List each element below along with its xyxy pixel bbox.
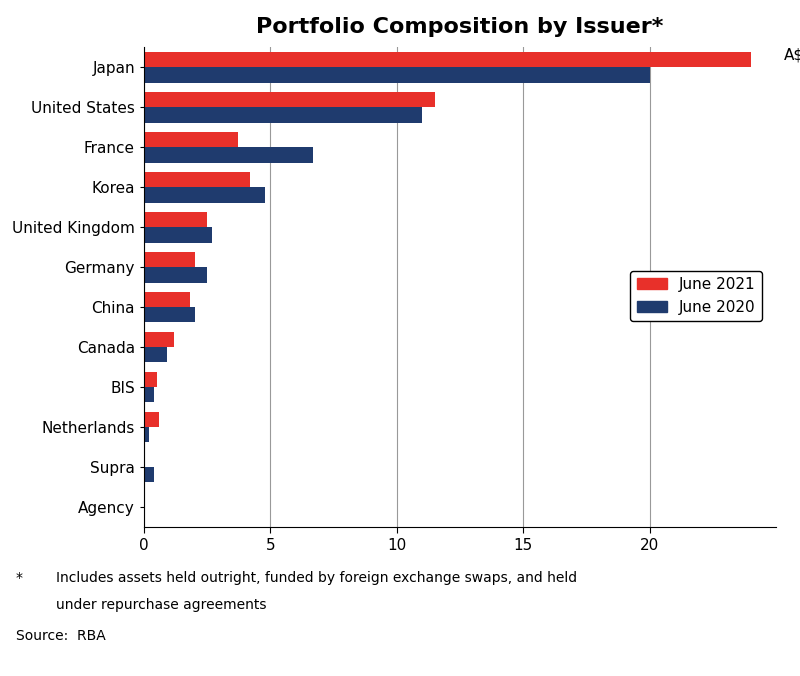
Bar — [144, 172, 250, 187]
Bar — [144, 387, 154, 402]
Bar — [144, 68, 650, 82]
Bar — [144, 267, 207, 283]
Bar — [144, 427, 149, 443]
Bar — [144, 147, 314, 162]
Text: under repurchase agreements: under repurchase agreements — [56, 598, 266, 612]
Bar — [144, 132, 238, 147]
Legend: June 2021, June 2020: June 2021, June 2020 — [630, 271, 762, 321]
Bar — [144, 292, 190, 308]
Bar — [144, 212, 207, 227]
Bar — [144, 227, 212, 243]
Bar — [144, 187, 266, 203]
Bar — [144, 467, 154, 483]
Text: A$b: A$b — [783, 47, 800, 62]
Bar — [144, 92, 434, 107]
Text: *: * — [16, 571, 23, 585]
Bar — [144, 308, 194, 322]
Bar — [144, 412, 159, 427]
Title: Portfolio Composition by Issuer*: Portfolio Composition by Issuer* — [256, 18, 664, 37]
Bar — [144, 52, 750, 68]
Bar — [144, 372, 157, 387]
Bar — [144, 252, 194, 267]
Text: Source:  RBA: Source: RBA — [16, 629, 106, 643]
Bar — [144, 452, 146, 467]
Bar — [144, 332, 174, 347]
Bar — [144, 347, 166, 362]
Text: Includes assets held outright, funded by foreign exchange swaps, and held: Includes assets held outright, funded by… — [56, 571, 577, 585]
Bar — [144, 107, 422, 122]
